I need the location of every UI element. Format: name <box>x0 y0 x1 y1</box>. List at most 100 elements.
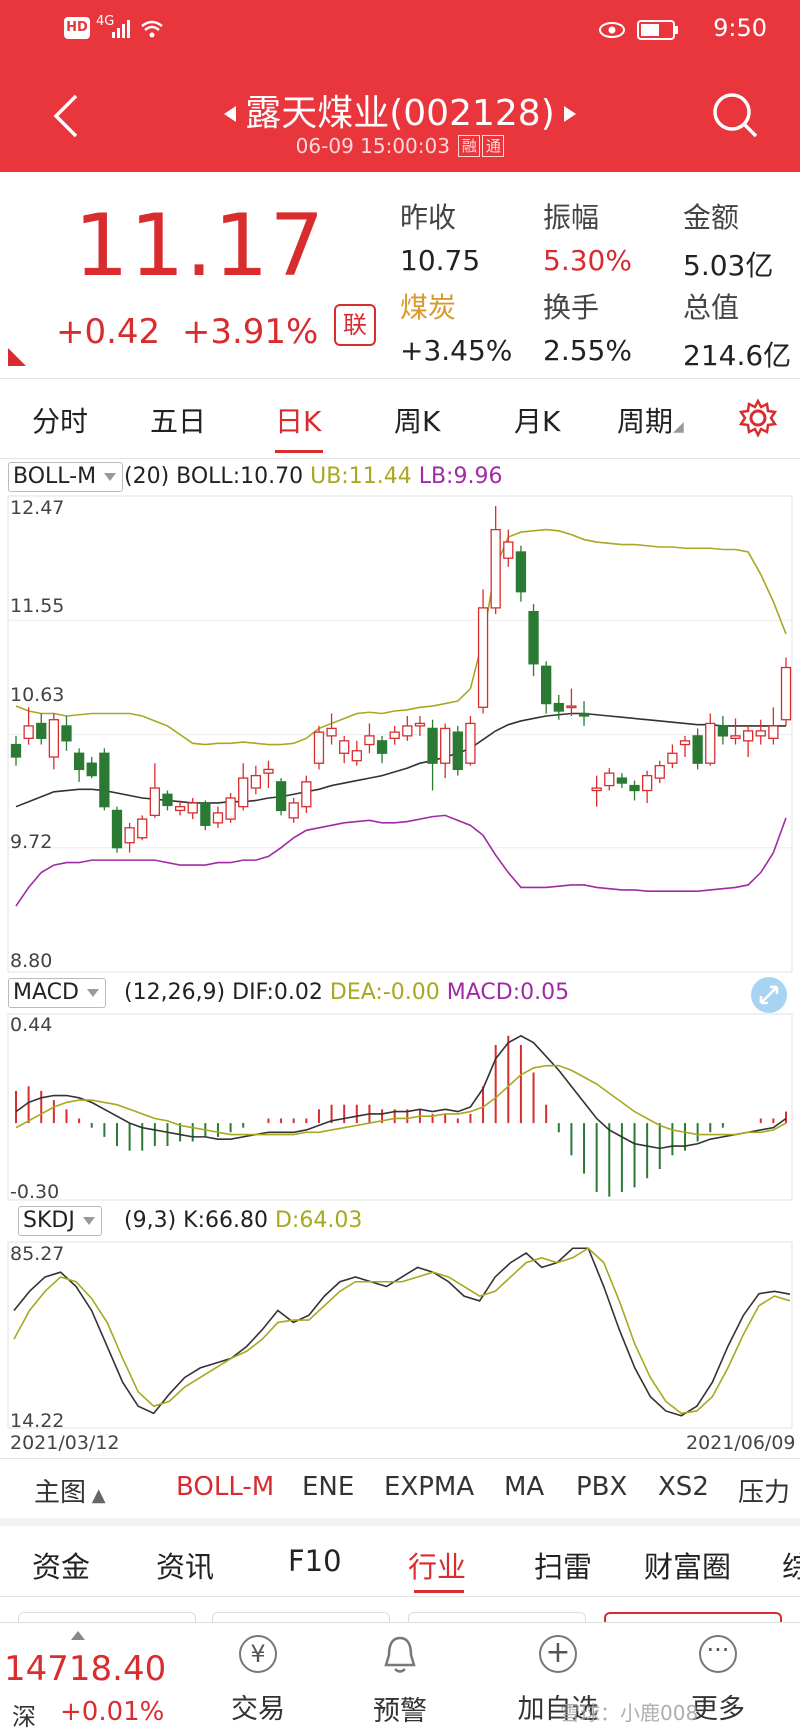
prev-stock-icon[interactable] <box>222 104 238 124</box>
tab-fenshi[interactable]: 分时 <box>32 405 89 438</box>
sector-label[interactable]: 煤炭 <box>400 291 457 324</box>
indicator-ene[interactable]: ENE <box>302 1472 355 1502</box>
macd-chart[interactable] <box>0 1012 800 1202</box>
divider <box>0 1458 800 1459</box>
settings-gear-icon[interactable] <box>738 398 778 438</box>
boll-selector[interactable]: BOLL-M <box>8 462 124 492</box>
candle-up <box>364 735 375 746</box>
skdj-chart[interactable] <box>0 1240 800 1440</box>
section-gap <box>0 1518 800 1526</box>
tab-month-k[interactable]: 月K <box>514 405 561 438</box>
plus-icon: + <box>539 1635 577 1673</box>
tab-f10[interactable]: F10 <box>288 1544 342 1578</box>
sector-change: +3.45% <box>400 334 513 367</box>
macd-line-dif <box>15 1034 787 1150</box>
nav-alert[interactable]: 预警 <box>350 1635 450 1728</box>
expand-icon[interactable] <box>750 976 788 1014</box>
current-price: 11.17 <box>74 196 326 296</box>
card-edge-active <box>604 1612 782 1626</box>
candle-up <box>768 725 779 739</box>
search-icon[interactable] <box>710 90 760 140</box>
candle-up <box>124 827 135 844</box>
skdj-line-d <box>13 1247 791 1415</box>
main-chart-toggle[interactable]: 主图 ▲ <box>34 1478 106 1508</box>
candle-up <box>149 787 161 817</box>
indicator-pressure[interactable]: 压力 <box>738 1478 791 1508</box>
hd-icon: HD <box>64 17 90 39</box>
indicator-xs2[interactable]: XS2 <box>658 1472 709 1502</box>
tab-wealth-circle[interactable]: 财富圈 <box>644 1550 732 1584</box>
next-stock-icon[interactable] <box>562 104 578 124</box>
stat-label: 金额 <box>683 201 740 234</box>
date-end: 2021/06/09 <box>686 1432 796 1454</box>
stat-value: 2.55% <box>543 334 632 367</box>
candle-down <box>541 665 552 705</box>
candle-up <box>755 730 766 737</box>
boll-y-label: 10.63 <box>10 684 65 706</box>
tab-period[interactable]: 周期◢ <box>617 405 684 438</box>
candle-down <box>86 762 97 777</box>
macd-y-label: -0.30 <box>10 1181 60 1203</box>
macd-selector[interactable]: MACD <box>8 978 106 1008</box>
index-name: 深 <box>12 1703 36 1731</box>
macd-readout: (12,26,9) DIF:0.02 DEA:-0.00 MACD:0.05 <box>124 980 570 1005</box>
lian-button[interactable]: 联 <box>334 304 376 346</box>
candle-up <box>667 752 678 764</box>
boll-readout: (20) BOLL:10.70 UB:11.44 LB:9.96 <box>124 464 503 489</box>
indicator-ma[interactable]: MA <box>504 1472 545 1502</box>
nav-label: 加自选 <box>517 1694 599 1725</box>
candle-up <box>730 735 741 739</box>
candle-down <box>61 725 72 742</box>
candle-down <box>10 743 22 758</box>
boll-y-label: 9.72 <box>10 831 53 853</box>
nav-more[interactable]: ··· 更多 <box>668 1635 768 1726</box>
indicator-boll-m[interactable]: BOLL-M <box>176 1472 275 1502</box>
tab-week-k[interactable]: 周K <box>394 405 441 438</box>
tab-wuri[interactable]: 五日 <box>150 405 207 438</box>
candle-down <box>692 735 703 764</box>
back-arrow-icon[interactable] <box>50 92 80 140</box>
index-toggle-icon[interactable] <box>70 1629 86 1641</box>
candle-up <box>288 802 299 819</box>
tab-industry[interactable]: 行业 <box>408 1550 467 1584</box>
index-change: +0.01% <box>60 1697 165 1727</box>
divider <box>0 458 800 459</box>
status-time: 9:50 <box>713 14 767 42</box>
tab-funds[interactable]: 资金 <box>32 1550 91 1584</box>
quote-datetime: 06-09 15:00:03 融通 <box>0 134 800 158</box>
nav-add-watchlist[interactable]: + 加自选 <box>508 1635 608 1726</box>
candle-up <box>679 740 691 746</box>
more-icon: ··· <box>699 1635 737 1673</box>
candle-down <box>452 731 463 771</box>
candle-up <box>780 666 792 721</box>
candle-up <box>389 731 400 739</box>
boll-chart[interactable] <box>0 494 800 974</box>
stat-label: 总值 <box>683 291 740 324</box>
date-start: 2021/03/12 <box>10 1432 120 1454</box>
candle-up <box>604 772 615 787</box>
candle-up <box>402 725 413 737</box>
skdj-readout: (9,3) K:66.80 D:64.03 <box>124 1208 363 1233</box>
chart-frame <box>7 1241 793 1429</box>
card-edge <box>18 1612 196 1626</box>
skdj-y-label: 85.27 <box>10 1243 65 1265</box>
candle-down <box>376 740 388 754</box>
tab-risk-scan[interactable]: 扫雷 <box>534 1550 593 1584</box>
price-change: +0.42 +3.91% <box>56 312 319 352</box>
indicator-pbx[interactable]: PBX <box>576 1472 628 1502</box>
candle-up <box>591 787 602 792</box>
candle-down <box>36 722 47 739</box>
index-value[interactable]: 14718.40 <box>4 1649 167 1689</box>
tab-news[interactable]: 资讯 <box>156 1550 215 1584</box>
skdj-selector[interactable]: SKDJ <box>18 1206 102 1236</box>
tab-day-k[interactable]: 日K <box>275 405 322 438</box>
candle-down <box>200 802 211 826</box>
tab-overflow[interactable]: 综 <box>782 1550 800 1584</box>
macd-y-label: 0.44 <box>10 1014 53 1036</box>
stat-label: 换手 <box>543 291 600 324</box>
nav-trade[interactable]: ¥ 交易 <box>208 1635 308 1726</box>
macd-line-dea <box>15 1064 787 1136</box>
stat-value: 5.03亿 <box>683 249 774 282</box>
indicator-expma[interactable]: EXPMA <box>384 1472 475 1502</box>
stat-label: 昨收 <box>400 201 457 234</box>
